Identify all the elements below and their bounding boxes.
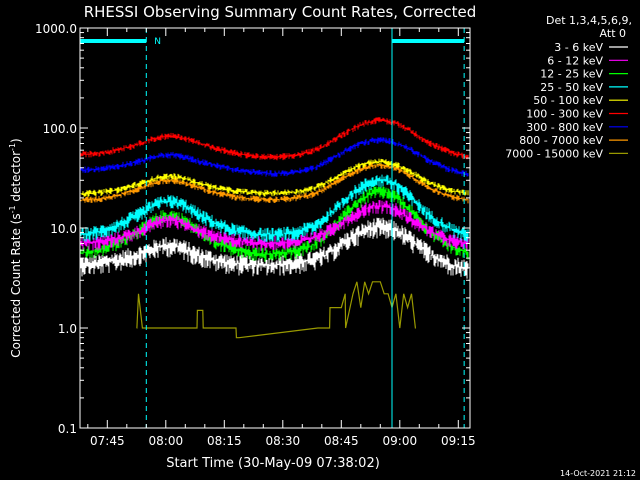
series-6-group: [80, 137, 469, 178]
plot-axes: 0.1 1.0 10.0 100.0 1000.0 07:45 08:00 08:15 08:3…: [35, 22, 476, 448]
series-5-group: [80, 117, 469, 161]
series-line-0: [80, 217, 469, 279]
y-tick-label-2: 10.0: [50, 222, 77, 236]
legend-label-2: 12 - 25 keV: [540, 68, 603, 81]
legend-label-3: 25 - 50 keV: [540, 81, 603, 94]
y-axis-label: Corrected Count Rate (s-1 detector-1): [8, 138, 23, 357]
x-tick-label-2: 08:15: [207, 434, 242, 448]
series-line-6: [80, 137, 469, 178]
series-7-group: [80, 162, 469, 204]
x-tick-label-6: 09:15: [441, 434, 476, 448]
plot-marks: N: [79, 28, 469, 428]
flag-bar-1: [392, 39, 465, 43]
y-tick-label-1: 1.0: [58, 322, 77, 336]
legend-label-5: 100 - 300 keV: [526, 108, 603, 121]
series-0-group: [80, 217, 469, 279]
legend-header-line-2: Att 0: [600, 27, 626, 40]
y-tick-label-3: 100.0: [43, 122, 77, 136]
y-tick-label-4: 1000.0: [35, 22, 77, 36]
series-line-7000-15000-kev: [136, 281, 416, 339]
legend-label-6: 300 - 800 keV: [526, 121, 603, 134]
x-tick-label-1: 08:00: [149, 434, 184, 448]
x-tick-label-0: 07:45: [90, 434, 125, 448]
series-3-group: [80, 174, 469, 243]
legend-label-4: 50 - 100 keV: [533, 94, 603, 107]
flag-bar-label: N: [154, 37, 161, 47]
series-8-group: [136, 281, 416, 339]
x-axis-label: Start Time (30-May-09 07:38:02): [166, 456, 380, 471]
y-tick-label-0: 0.1: [58, 422, 77, 436]
series-line-4: [80, 158, 469, 197]
series-4-group: [80, 158, 469, 197]
series-line-7: [80, 162, 469, 204]
flag-bar-0: [80, 39, 147, 43]
x-tick-label-3: 08:30: [266, 434, 301, 448]
x-tick-label-5: 09:00: [383, 434, 418, 448]
x-tick-label-4: 08:45: [324, 434, 359, 448]
legend-label-7: 800 - 7000 keV: [519, 134, 603, 147]
footer-date: 14-Oct-2021 21:12: [560, 469, 636, 478]
series-line-3: [80, 174, 469, 243]
legend-label-8: 7000 - 15000 keV: [505, 147, 603, 160]
legend-header-line-1: Det 1,3,4,5,6,9,: [546, 14, 632, 27]
chart-title: RHESSI Observing Summary Count Rates, Co…: [84, 3, 477, 21]
legend-label-1: 6 - 12 keV: [547, 54, 603, 67]
legend-label-0: 3 - 6 keV: [554, 41, 603, 54]
series-line-5: [80, 117, 469, 161]
